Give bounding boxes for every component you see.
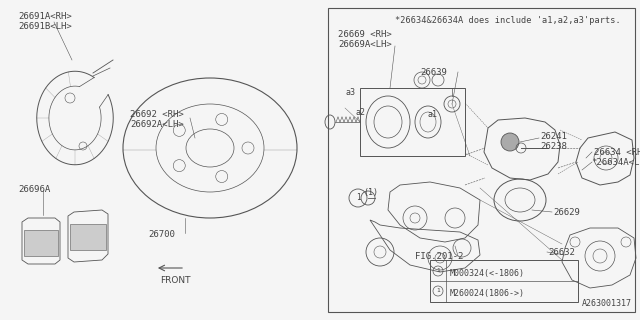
Text: 1: 1 bbox=[356, 194, 360, 203]
Text: 26696A: 26696A bbox=[18, 185, 51, 194]
Text: 1: 1 bbox=[436, 268, 440, 274]
Text: 26632: 26632 bbox=[548, 248, 575, 257]
Text: 26692A<LH>: 26692A<LH> bbox=[130, 120, 184, 129]
Text: (1): (1) bbox=[363, 188, 378, 197]
Bar bbox=[328, 8, 635, 312]
Text: 26629: 26629 bbox=[553, 208, 580, 217]
Bar bbox=[24, 230, 58, 256]
Text: 26639: 26639 bbox=[420, 68, 447, 77]
Text: 1: 1 bbox=[436, 289, 440, 293]
Text: 26241: 26241 bbox=[540, 132, 567, 141]
Text: 26700: 26700 bbox=[148, 230, 175, 239]
Text: FRONT: FRONT bbox=[160, 276, 191, 285]
Text: a2: a2 bbox=[355, 108, 365, 117]
Bar bbox=[360, 88, 465, 156]
Text: 26691A<RH>: 26691A<RH> bbox=[18, 12, 72, 21]
Text: M000324(<-1806): M000324(<-1806) bbox=[450, 269, 525, 278]
Bar bbox=[70, 224, 106, 250]
Text: M260024(1806->): M260024(1806->) bbox=[450, 289, 525, 298]
Circle shape bbox=[501, 133, 519, 151]
Text: a3: a3 bbox=[345, 88, 355, 97]
Text: 26692 <RH>: 26692 <RH> bbox=[130, 110, 184, 119]
Text: 26634 <RH>: 26634 <RH> bbox=[594, 148, 640, 157]
Text: FIG.201-2: FIG.201-2 bbox=[415, 252, 463, 261]
Text: A263001317: A263001317 bbox=[582, 299, 632, 308]
Bar bbox=[430, 260, 578, 302]
Text: 26691B<LH>: 26691B<LH> bbox=[18, 22, 72, 31]
Text: 26238: 26238 bbox=[540, 142, 567, 151]
Text: 26669A<LH>: 26669A<LH> bbox=[338, 40, 392, 49]
Text: 26669 <RH>: 26669 <RH> bbox=[338, 30, 392, 39]
Text: a1: a1 bbox=[428, 110, 438, 119]
Text: *26634A<LH>: *26634A<LH> bbox=[591, 158, 640, 167]
Text: *26634&26634A does include 'a1,a2,a3'parts.: *26634&26634A does include 'a1,a2,a3'par… bbox=[395, 16, 621, 25]
